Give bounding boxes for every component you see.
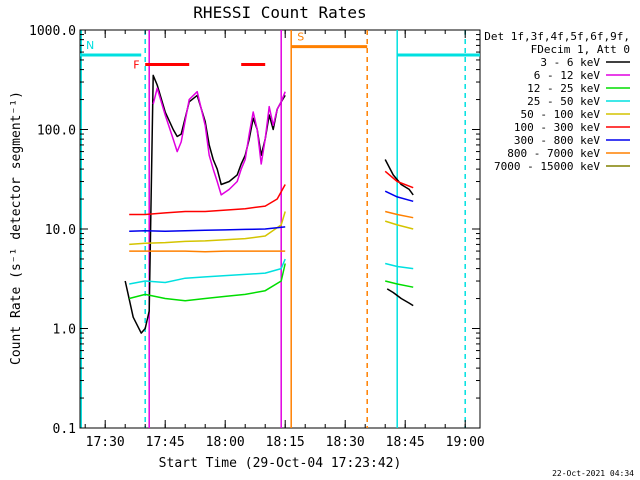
x-tick-label: 19:00 [446, 435, 485, 450]
series-line [385, 262, 414, 270]
legend-label: 800 - 7000 keV [507, 147, 600, 160]
series-line [129, 184, 286, 216]
series-line [152, 87, 286, 196]
y-tick-label: 1.0 [53, 323, 76, 338]
series-line [129, 263, 286, 302]
series-line [129, 258, 286, 285]
x-axis: 17:30 17:45 18:00 18:15 18:30 18:45 19:00 [84, 30, 485, 450]
state-bar-label: F [133, 59, 139, 72]
x-tick-label: 18:45 [386, 435, 425, 450]
legend-label: 12 - 25 keV [527, 82, 600, 95]
y-axis: 0.1 1.0 10.0 100.0 1000.0 [29, 24, 480, 437]
series-line [129, 226, 286, 232]
y-tick-label: 10.0 [45, 223, 76, 238]
x-tick-label: 18:00 [206, 435, 245, 450]
series-line [129, 211, 286, 246]
state-bar-label: S [297, 31, 304, 44]
series-line [386, 288, 414, 307]
state-bar-label: N [86, 39, 94, 52]
y-tick-label: 1000.0 [29, 24, 76, 39]
series-line [384, 159, 414, 196]
y-axis-label: Count Rate (s⁻¹ detector segment⁻¹) [9, 91, 24, 365]
legend-label: 3 - 6 keV [540, 56, 600, 69]
legend-label: 6 - 12 keV [534, 69, 601, 82]
x-tick-label: 18:15 [266, 435, 305, 450]
series-line [385, 210, 414, 219]
y-tick-label: 100.0 [37, 124, 76, 139]
footer-timestamp: 22-Oct-2021 04:34 [552, 469, 634, 478]
legend-label: 50 - 100 keV [521, 108, 601, 121]
plot-frame [79, 29, 481, 429]
legend: Det 1f,3f,4f,5f,6f,9f,FDecim 1, Att 03 -… [484, 30, 630, 173]
series-line [384, 170, 414, 189]
series-line [385, 280, 414, 288]
y-tick-label: 0.1 [53, 422, 76, 437]
x-axis-label: Start Time (29-Oct-04 17:23:42) [159, 456, 402, 471]
series-line [129, 250, 286, 253]
legend-label: 25 - 50 keV [527, 95, 600, 108]
series-line [384, 220, 414, 230]
x-tick-label: 18:30 [326, 435, 365, 450]
x-tick-label: 17:30 [86, 435, 125, 450]
legend-label: 300 - 800 keV [514, 134, 600, 147]
plot-area: N S F [79, 29, 481, 429]
legend-label: 100 - 300 keV [514, 121, 600, 134]
x-tick-label: 17:45 [146, 435, 185, 450]
series-line [384, 190, 414, 203]
chart-title: RHESSI Count Rates [193, 3, 366, 22]
legend-header: FDecim 1, Att 0 [531, 43, 630, 56]
legend-header: Det 1f,3f,4f,5f,6f,9f, [484, 30, 630, 43]
legend-label: 7000 - 15000 keV [494, 160, 600, 173]
